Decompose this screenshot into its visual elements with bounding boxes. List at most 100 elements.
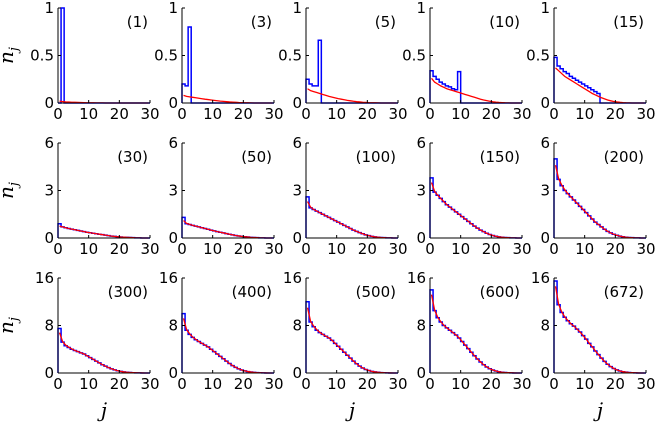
y-tick-label: 0: [44, 229, 54, 247]
panel-4: 0 10 20 30 0 0.5 1 (10): [402, 0, 531, 123]
x-tick-label: 10: [575, 105, 594, 123]
y-tick-label: 6: [416, 134, 426, 152]
y-tick-label: 0.5: [30, 47, 54, 65]
y-tick-label: 3: [292, 182, 302, 200]
y-tick-label: 16: [407, 269, 426, 287]
y-tick-label: 16: [159, 269, 178, 287]
x-tick-label: 0: [177, 240, 187, 258]
fit-series: [430, 294, 521, 374]
x-tick-label: 10: [327, 105, 346, 123]
y-tick-label: 1: [416, 0, 426, 17]
y-axis-title-subscript: j: [7, 182, 22, 189]
y-axis-title-main: n: [0, 321, 18, 334]
panel-12: 0 10 20 30 0 8 16 (400): [159, 269, 284, 393]
x-tick-label: 0: [425, 240, 435, 258]
panel-label: (600): [480, 283, 520, 301]
x-tick-label: 0: [549, 375, 559, 393]
panel-label: (3): [251, 13, 272, 31]
fit-series: [183, 94, 273, 104]
x-tick-label: 0: [177, 105, 187, 123]
y-tick-label: 6: [540, 134, 550, 152]
y-tick-label: 1: [292, 0, 302, 17]
y-tick-label: 1: [540, 0, 550, 17]
x-tick-label: 30: [388, 375, 407, 393]
x-tick-label: 30: [388, 105, 407, 123]
fit-series: [430, 182, 521, 239]
histogram-series: [181, 26, 274, 104]
panel-9: 0 10 20 30 0 3 6 (150): [416, 134, 531, 258]
y-tick-label: 0: [168, 94, 178, 112]
x-tick-label: 20: [234, 375, 253, 393]
x-tick-label: 20: [110, 240, 129, 258]
fit-series: [431, 77, 521, 104]
y-axis-labels: njnjnj: [0, 47, 22, 334]
x-tick-label: 0: [301, 375, 311, 393]
x-tick-label: 30: [264, 240, 283, 258]
y-axis-title: nj: [0, 317, 22, 334]
y-tick-label: 0: [292, 229, 302, 247]
x-tick-label: 10: [451, 375, 470, 393]
y-tick-label: 0: [540, 229, 550, 247]
panel-label: (500): [356, 283, 396, 301]
y-tick-label: 8: [292, 317, 302, 335]
y-tick-label: 3: [540, 182, 550, 200]
x-tick-label: 30: [264, 105, 283, 123]
y-tick-label: 0: [292, 94, 302, 112]
x-axis-title: j: [97, 398, 107, 422]
x-tick-label: 30: [140, 105, 159, 123]
x-axis-title: j: [593, 398, 603, 422]
y-tick-label: 6: [44, 134, 54, 152]
y-tick-label: 16: [35, 269, 54, 287]
panel-8: 0 10 20 30 0 3 6 (100): [292, 134, 407, 258]
y-tick-label: 16: [531, 269, 550, 287]
panel-label: (50): [241, 148, 272, 166]
y-tick-label: 8: [416, 317, 426, 335]
panel-11: 0 10 20 30 0 8 16 (300): [35, 269, 160, 393]
panel-15: 0 10 20 30 0 8 16 (672): [531, 269, 656, 393]
y-tick-label: 0: [292, 364, 302, 382]
x-tick-label: 10: [451, 240, 470, 258]
x-tick-label: 20: [110, 375, 129, 393]
y-tick-label: 6: [292, 134, 302, 152]
y-tick-label: 0: [540, 94, 550, 112]
x-tick-label: 20: [606, 375, 625, 393]
x-tick-label: 20: [606, 105, 625, 123]
panel-3: 0 10 20 30 0 0.5 1 (5): [278, 0, 407, 123]
x-tick-label: 0: [425, 105, 435, 123]
histogram-series: [553, 56, 646, 104]
x-tick-label: 30: [636, 240, 655, 258]
panel-label: (672): [604, 283, 644, 301]
fit-series: [59, 225, 149, 239]
x-tick-label: 20: [358, 240, 377, 258]
histogram-series: [429, 289, 522, 374]
x-tick-label: 10: [327, 375, 346, 393]
x-tick-label: 30: [140, 375, 159, 393]
y-tick-label: 1: [44, 0, 54, 17]
y-axis-title-main: n: [0, 186, 18, 199]
y-tick-label: 0: [44, 364, 54, 382]
y-tick-label: 16: [283, 269, 302, 287]
x-tick-label: 20: [482, 375, 501, 393]
fit-series: [306, 307, 397, 374]
x-tick-label: 10: [327, 240, 346, 258]
panel-10: 0 10 20 30 0 3 6 (200): [540, 134, 655, 258]
x-tick-label: 0: [53, 240, 63, 258]
x-tick-label: 0: [53, 375, 63, 393]
x-tick-label: 10: [575, 375, 594, 393]
x-tick-label: 30: [636, 105, 655, 123]
histogram-series: [57, 327, 150, 374]
panel-2: 0 10 20 30 0 0.5 1 (3): [154, 0, 283, 123]
fit-series: [183, 220, 273, 239]
y-tick-label: 3: [44, 182, 54, 200]
x-tick-label: 0: [425, 375, 435, 393]
fit-series: [58, 332, 149, 374]
y-axis-title-subscript: j: [7, 47, 22, 54]
x-tick-label: 30: [512, 375, 531, 393]
panel-label: (400): [232, 283, 272, 301]
x-tick-label: 0: [549, 105, 559, 123]
x-tick-label: 20: [234, 240, 253, 258]
x-tick-label: 30: [264, 375, 283, 393]
panel-5: 0 10 20 30 0 0.5 1 (15): [526, 0, 655, 123]
